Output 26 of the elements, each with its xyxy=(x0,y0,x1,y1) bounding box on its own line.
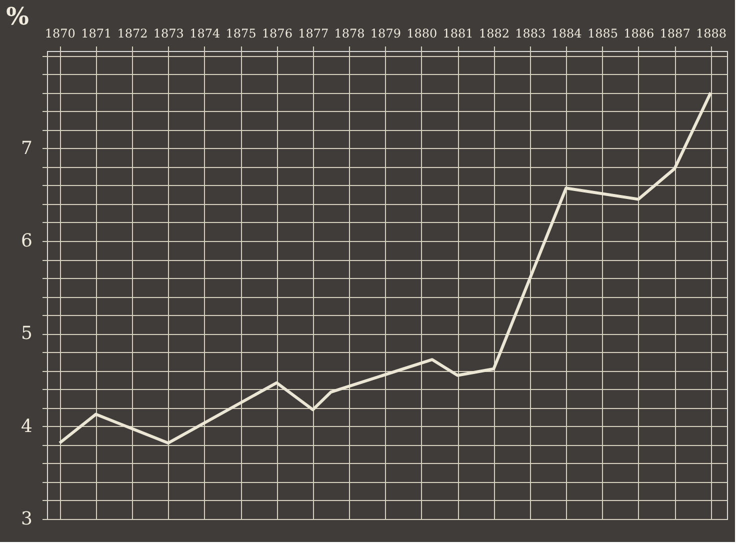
x-tick-label: 1883 xyxy=(515,26,546,40)
x-tick-label: 1870 xyxy=(44,26,76,40)
x-tick-label: 1873 xyxy=(153,26,184,40)
y-axis-title: % xyxy=(6,2,30,30)
y-tick-label: 7 xyxy=(21,138,32,159)
x-tick-label: 1871 xyxy=(81,26,112,40)
x-tick-label: 1888 xyxy=(696,26,726,40)
x-tick-label: 1885 xyxy=(587,26,618,40)
x-tick-label: 1887 xyxy=(660,26,690,40)
x-tick-label: 1880 xyxy=(406,26,438,40)
x-tick-label: 1879 xyxy=(370,26,401,40)
x-tick-label: 1875 xyxy=(226,26,256,40)
y-tick-label: 3 xyxy=(21,508,32,530)
x-tick-label: 1886 xyxy=(624,26,654,40)
y-tick-label: 6 xyxy=(21,230,32,252)
x-tick-label: 1881 xyxy=(442,26,474,40)
line-series xyxy=(58,91,712,445)
x-tick-label: 1884 xyxy=(551,26,582,40)
x-tick-label: 1877 xyxy=(298,26,329,40)
y-tick-label: 5 xyxy=(21,323,32,344)
y-tick-label: 4 xyxy=(21,416,32,437)
x-tick-label: 1876 xyxy=(262,26,292,40)
x-tick-label: 1874 xyxy=(190,26,220,40)
x-tick-label: 1882 xyxy=(478,26,510,40)
x-tick-label: 1872 xyxy=(117,26,148,40)
x-tick-label: 1878 xyxy=(334,26,365,40)
